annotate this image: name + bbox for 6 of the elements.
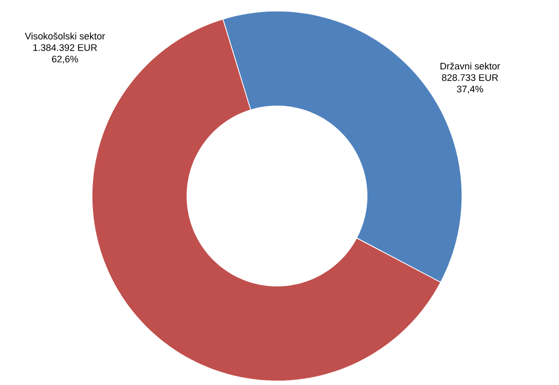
- data-label: 1.384.392 EUR: [33, 44, 97, 51]
- slice-label: Državni sektor: [440, 62, 500, 70]
- data-label: 828.733 EUR: [442, 74, 498, 81]
- text: 37,4%: [456, 86, 484, 94]
- text: 62,6%: [52, 56, 78, 64]
- slice-label: Visokošolski sektor: [24, 32, 105, 40]
